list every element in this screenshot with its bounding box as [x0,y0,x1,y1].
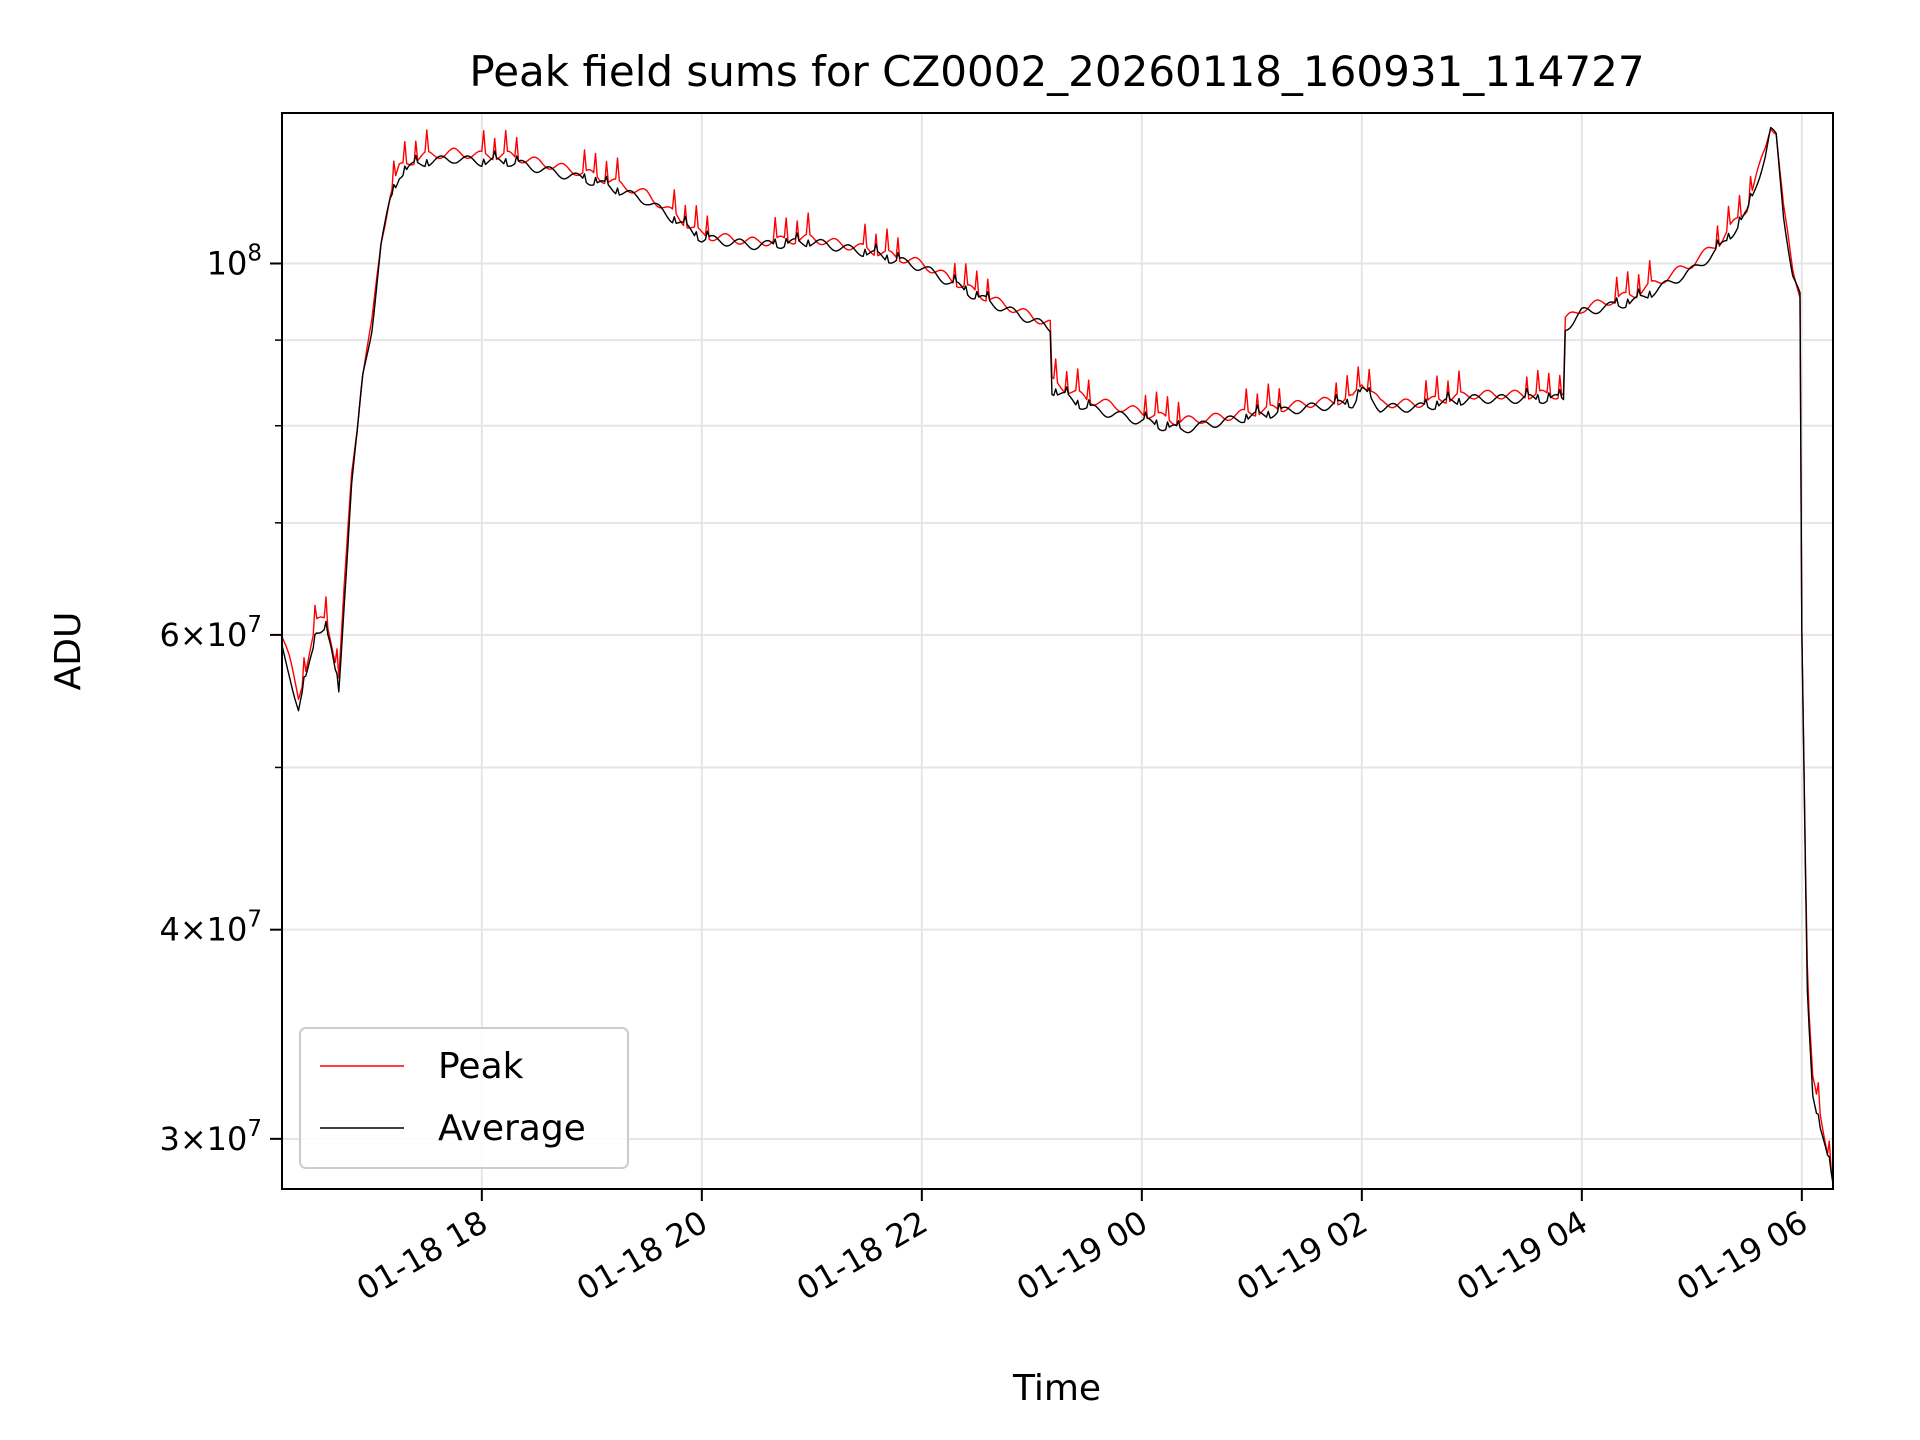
legend-peak-label: Peak [438,1046,524,1087]
legend-average-label: Average [438,1108,586,1149]
series-line-peak [281,127,1834,1177]
legend: Peak Average [299,1027,629,1169]
series-line-average [281,126,1834,1184]
y-tick-label: 4×107 [159,907,262,949]
y-tick-label: 3×107 [159,1116,262,1158]
chart-title: Peak field sums for CZ0002_20260118_1609… [469,47,1644,96]
legend-box [299,1027,629,1169]
y-axis-label: ADU [48,612,89,691]
plot-frame [281,112,1834,1190]
y-tick-label: 6×107 [159,612,262,654]
x-axis-label: Time [1012,1368,1101,1409]
series-lines [281,126,1834,1184]
